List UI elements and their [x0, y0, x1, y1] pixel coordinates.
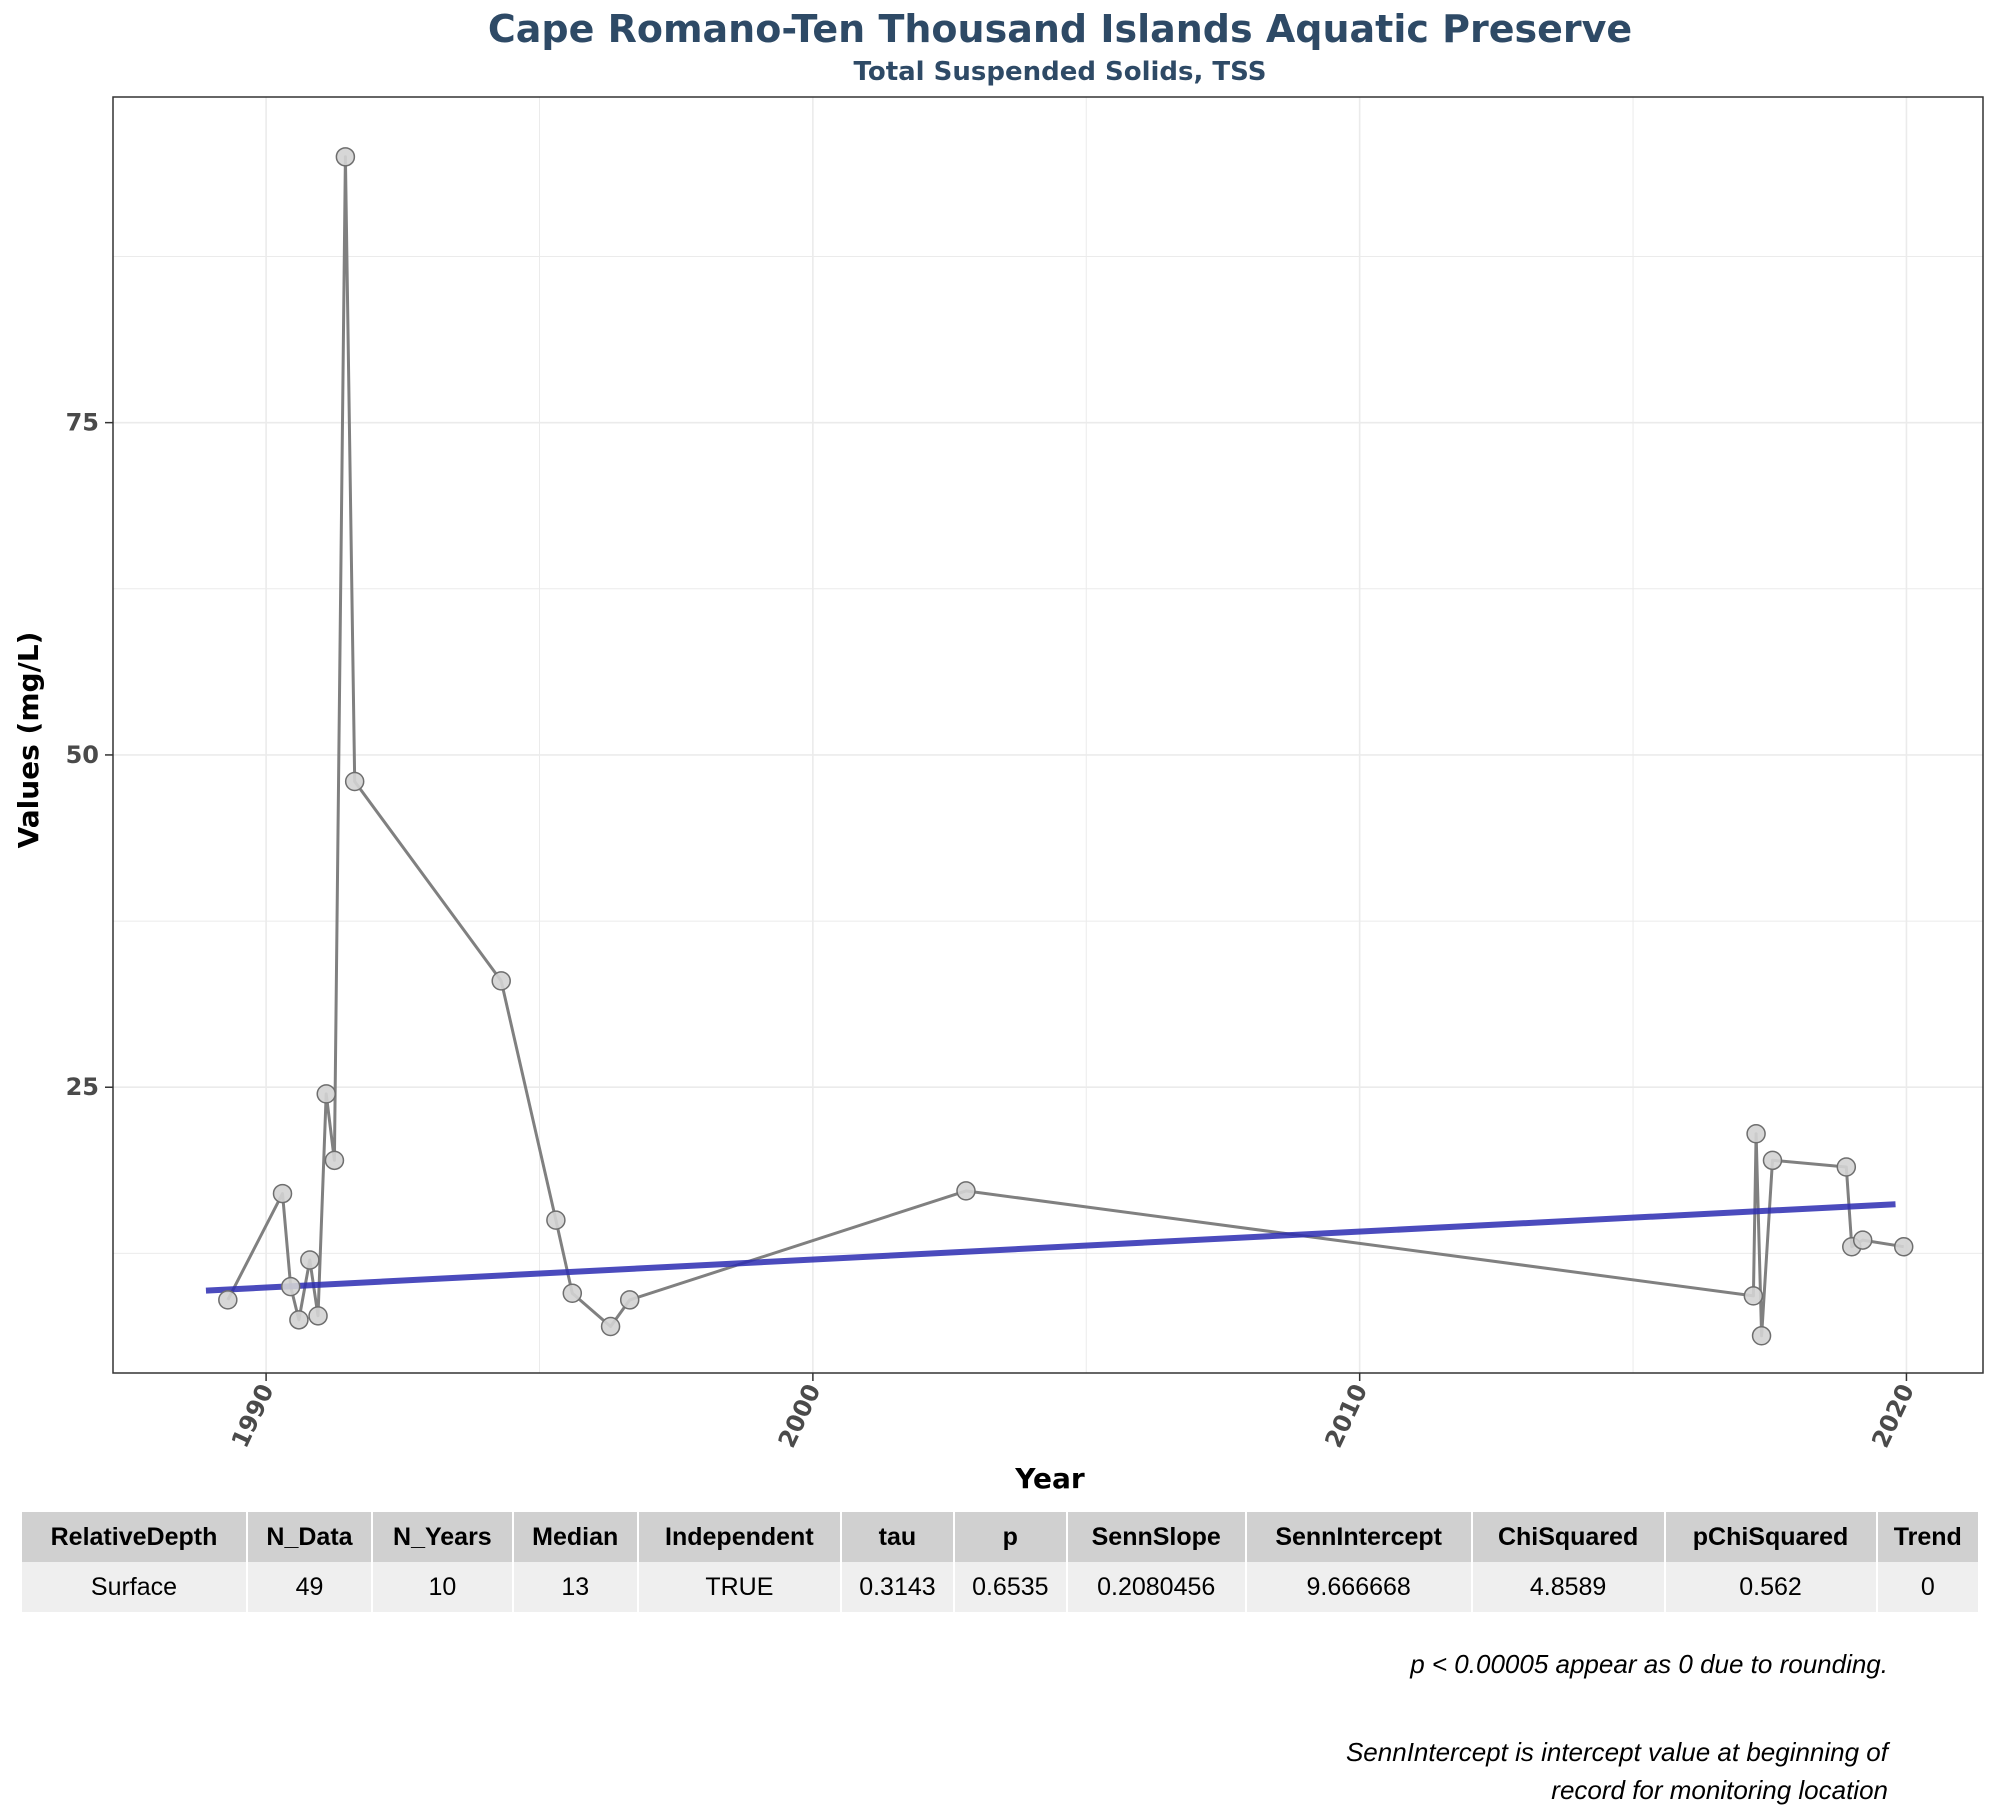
plot-border — [112, 96, 1984, 1374]
table-cell: 0.2080456 — [1067, 1562, 1245, 1612]
data-point — [546, 1210, 566, 1230]
chart-title: Cape Romano-Ten Thousand Islands Aquatic… — [488, 7, 1632, 51]
table-header-cell: pChiSquared — [1665, 1512, 1876, 1562]
y-tick-label: 50 — [66, 741, 99, 769]
table-cell: 13 — [513, 1562, 637, 1612]
y-tick-label: 25 — [66, 1073, 99, 1101]
intercept-note-line2: record for monitoring location — [1551, 1775, 1888, 1805]
data-point — [600, 1316, 621, 1337]
table-header-cell: SennIntercept — [1246, 1512, 1471, 1562]
x-tick-label: 2020 — [1866, 1380, 1920, 1452]
data-point — [300, 1250, 320, 1270]
chart-subtitle: Total Suspended Solids, TSS — [854, 57, 1267, 87]
data-point — [289, 1310, 309, 1330]
y-axis-title: Values (mg/L) — [12, 632, 45, 849]
data-point — [1893, 1236, 1914, 1257]
data-point — [1836, 1157, 1857, 1177]
table-row: Surface 49 10 13 TRUE 0.3143 0.6535 0.2080456 9.… — [22, 1562, 1978, 1612]
table-header-row: RelativeDepth N_Data N_Years Median Independ… — [22, 1512, 1978, 1562]
rounding-note: p < 0.00005 appear as 0 due to rounding. — [1410, 1649, 1888, 1679]
x-tick-label: 2010 — [1319, 1380, 1373, 1452]
data-point — [619, 1290, 640, 1310]
data-point — [1852, 1230, 1873, 1250]
data-point — [344, 771, 365, 792]
data-point — [324, 1150, 345, 1171]
table-header-cell: Independent — [638, 1512, 840, 1562]
data-point — [218, 1290, 238, 1310]
stats-table: RelativeDepth N_Data N_Years Median Independ… — [20, 1512, 1980, 1612]
table-cell: 0 — [1877, 1562, 1978, 1612]
data-point — [1751, 1326, 1772, 1346]
data-series — [226, 155, 1904, 1338]
table-cell: 0.6535 — [954, 1562, 1066, 1612]
table-cell: 0.3143 — [841, 1562, 953, 1612]
chart: Cape Romano-Ten Thousand Islands Aquatic… — [12, 7, 1984, 1495]
data-point — [491, 971, 511, 991]
data-point — [272, 1183, 293, 1204]
x-tick-label: 2000 — [773, 1380, 827, 1452]
data-points — [218, 147, 1914, 1346]
data-point — [1762, 1150, 1783, 1171]
table-header-cell: Trend — [1877, 1512, 1978, 1562]
table-cell: 9.666668 — [1246, 1562, 1471, 1612]
table-header-cell: N_Years — [373, 1512, 512, 1562]
data-point — [316, 1084, 336, 1104]
table-header-cell: p — [954, 1512, 1066, 1562]
data-point — [335, 147, 356, 167]
table-header-cell: ChiSquared — [1472, 1512, 1664, 1562]
table-cell: TRUE — [638, 1562, 840, 1612]
table-header-cell: SennSlope — [1067, 1512, 1245, 1562]
x-axis-title: Year — [1014, 1462, 1085, 1495]
trend-line — [205, 1201, 1896, 1294]
table-header-cell: tau — [841, 1512, 953, 1562]
data-point — [280, 1276, 301, 1297]
series-line — [226, 155, 1904, 1338]
grid-lines — [113, 97, 1983, 1373]
table-header-cell: N_Data — [247, 1512, 371, 1562]
trend-layer — [205, 1201, 1896, 1294]
table-cell: Surface — [22, 1562, 246, 1612]
table-body: Surface 49 10 13 TRUE 0.3143 0.6535 0.2080456 9.… — [22, 1562, 1978, 1612]
x-tick-label: 1990 — [226, 1380, 280, 1452]
table-cell: 4.8589 — [1472, 1562, 1664, 1612]
axis-ticks: 1990 2000 2010 2020 25 50 75 — [66, 409, 1920, 1452]
table-cell: 10 — [373, 1562, 512, 1612]
data-point — [1743, 1286, 1764, 1306]
y-tick-label: 75 — [66, 409, 99, 437]
data-point — [562, 1283, 583, 1303]
table-header-cell: Median — [513, 1512, 637, 1562]
table-header-cell: RelativeDepth — [22, 1512, 246, 1562]
intercept-note-line1: SennIntercept is intercept value at begi… — [1345, 1737, 1888, 1767]
data-point — [308, 1306, 328, 1326]
data-point — [1746, 1124, 1766, 1144]
data-point — [956, 1181, 976, 1201]
table-cell: 0.562 — [1665, 1562, 1876, 1612]
table-cell: 49 — [247, 1562, 371, 1612]
